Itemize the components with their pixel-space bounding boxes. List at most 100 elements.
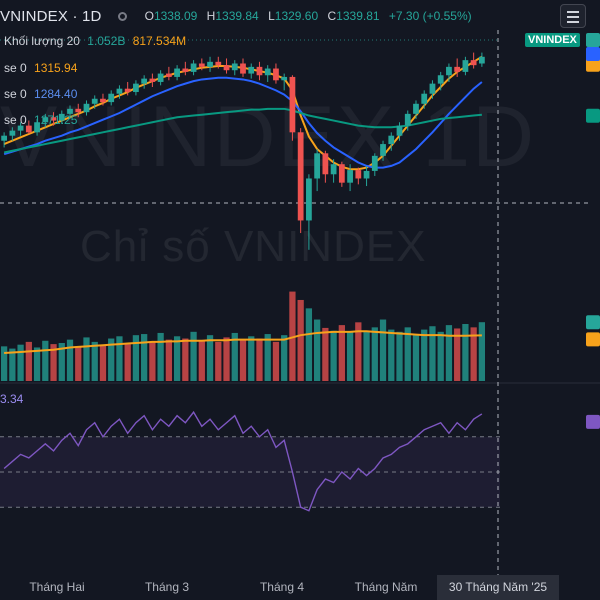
candle-body <box>215 61 222 66</box>
ma2-legend[interactable]: se 0 1284.40 <box>0 87 77 101</box>
candle-body <box>248 66 255 74</box>
candle-body <box>421 93 428 104</box>
candle-body <box>429 83 436 94</box>
price-tag-vnindex: VNINDEX <box>525 33 580 47</box>
ma1-label: se 0 <box>4 61 27 75</box>
candle-body <box>289 76 296 133</box>
candle-body <box>9 130 16 136</box>
volume-bar <box>379 319 387 381</box>
ma2-price-tag <box>586 46 600 61</box>
candle-body <box>108 93 115 103</box>
candle-body <box>281 76 288 81</box>
candle-body <box>330 164 337 175</box>
candle-body <box>314 153 321 179</box>
candle-body <box>133 83 139 93</box>
time-label-mar: Tháng 3 <box>144 580 190 594</box>
volume-bar <box>272 341 280 381</box>
candle-body <box>322 153 329 175</box>
volume-bar <box>355 322 362 381</box>
candle-body <box>363 170 370 179</box>
candle-body <box>355 170 362 179</box>
volume-bar <box>206 335 214 381</box>
watermark-name: Chỉ số VNINDEX <box>80 222 427 271</box>
volume-bar <box>165 339 172 381</box>
volume-bar <box>388 329 395 381</box>
market-status-icon <box>117 11 127 21</box>
time-label-feb: Tháng Hai <box>29 580 85 594</box>
volume-bar <box>215 341 222 381</box>
candle-body <box>17 125 24 131</box>
close-label: C <box>327 9 337 23</box>
candle-body <box>223 65 230 71</box>
volume-bar <box>141 334 148 381</box>
ma2-label: se 0 <box>4 87 27 101</box>
close-value: 1339.81 <box>336 9 380 23</box>
volume-bar <box>99 345 107 381</box>
volume-ma-line <box>4 330 482 355</box>
ma3-value: 1271.25 <box>34 113 78 127</box>
ma3-legend[interactable]: se 0 1271.25 <box>0 113 77 127</box>
volume-bar <box>396 331 403 381</box>
candle-body <box>100 98 106 103</box>
volume-bar <box>305 308 313 381</box>
candle-body <box>264 68 271 76</box>
volume-bar <box>256 338 263 381</box>
volume-bar <box>322 327 329 381</box>
crosshair-date-label: 30 Tháng Năm '25 <box>437 575 559 600</box>
candle-body <box>478 56 485 64</box>
volume-bar <box>17 344 24 381</box>
volume-bar <box>338 325 345 381</box>
candle-body <box>347 170 353 183</box>
volume-bar <box>478 322 486 381</box>
high-value: 1339.84 <box>215 9 259 23</box>
rsi-price-tag <box>586 414 600 429</box>
volume-bar <box>58 343 65 381</box>
volume-bar <box>289 291 296 381</box>
volume-bar <box>190 331 197 381</box>
volume-bar <box>0 346 8 381</box>
volume-bar <box>50 344 57 381</box>
volume-bar <box>42 340 49 381</box>
candle-body <box>446 66 452 76</box>
low-value: 1329.60 <box>274 9 319 23</box>
candle-body <box>34 122 40 133</box>
symbol-title[interactable]: VNINDEX · 1D <box>0 7 102 25</box>
volume-bar <box>108 338 115 381</box>
volume-bar <box>25 341 32 381</box>
volume-bar <box>149 341 156 381</box>
candle-body <box>141 78 148 84</box>
volume-bar <box>223 337 230 381</box>
open-label: O <box>144 9 154 23</box>
candle-body <box>413 103 419 114</box>
volume-bar <box>198 340 205 381</box>
low-label: L <box>268 9 275 23</box>
volume-bar <box>281 335 288 381</box>
volume-bar <box>231 332 238 381</box>
candle-body <box>83 103 90 113</box>
volume-bar <box>75 346 82 381</box>
menu-icon <box>567 21 579 23</box>
candle-body <box>437 75 444 84</box>
menu-icon <box>567 16 579 18</box>
ma-mid-line <box>3 76 483 169</box>
volume-bar <box>445 325 453 381</box>
volume-bar <box>91 341 98 381</box>
open-value: 1338.09 <box>153 9 198 23</box>
ma2-value: 1284.40 <box>34 87 78 101</box>
candle-body <box>58 113 65 121</box>
volume-bar <box>454 328 461 381</box>
volume-bar <box>412 334 420 381</box>
volume-bar <box>462 324 469 381</box>
candle-body <box>157 73 164 82</box>
volume-legend[interactable]: Khối lượng 20 1.052B 817.534M <box>0 34 186 48</box>
menu-button[interactable] <box>560 4 586 28</box>
candle-body <box>297 132 304 221</box>
ma1-legend[interactable]: se 0 1315.94 <box>0 61 77 75</box>
candle-body <box>380 144 386 156</box>
time-label-apr: Tháng 4 <box>259 580 305 594</box>
high-label: H <box>206 9 216 23</box>
ma1-value: 1315.94 <box>34 61 78 75</box>
candle-body <box>462 60 469 72</box>
candle-body <box>190 63 197 72</box>
